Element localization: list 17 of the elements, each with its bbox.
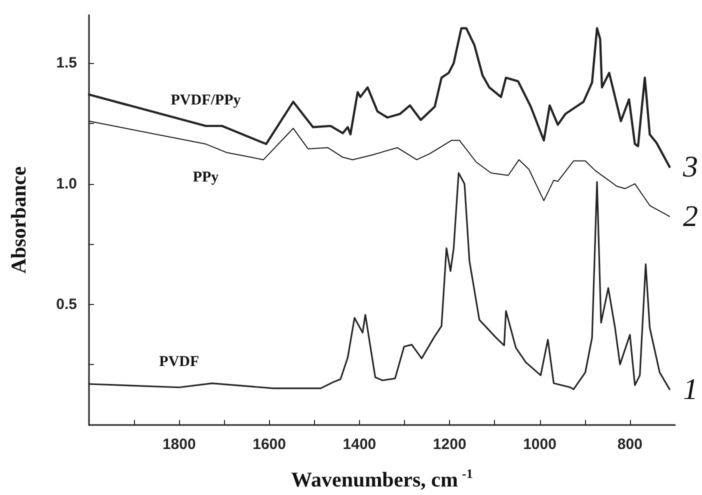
x-tick-label: 1600 xyxy=(252,436,286,453)
x-tick-label: 1000 xyxy=(523,436,556,453)
y-tick-label: 1.0 xyxy=(56,175,77,192)
text: 3 xyxy=(682,150,698,184)
y-tick-label: 1.5 xyxy=(56,54,77,72)
line-series xyxy=(88,120,670,217)
x-tick-label: 1400 xyxy=(342,436,376,453)
y-tick-label: 0.5 xyxy=(56,296,77,313)
x-tick-label: 1200 xyxy=(432,436,466,453)
series-label: PVDF/PPy xyxy=(170,92,242,108)
series-label: PVDF xyxy=(159,354,200,370)
y-axis-title: Absorbance xyxy=(6,166,30,274)
x-tick-label: 800 xyxy=(617,436,642,453)
text: 1 xyxy=(683,372,698,406)
x-tick-label: 1800 xyxy=(162,436,196,453)
series-label: PPy xyxy=(192,170,220,186)
text: 2 xyxy=(683,200,698,233)
